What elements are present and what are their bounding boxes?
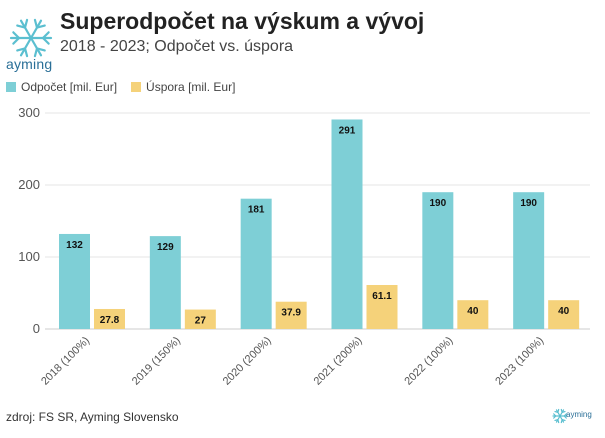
legend-swatch-odpocet — [6, 82, 16, 92]
ayming-logo-icon — [9, 18, 53, 58]
bar-odpocet — [59, 233, 90, 329]
data-label: 291 — [339, 125, 356, 136]
bar-uspora — [275, 301, 307, 329]
y-tick-label: 100 — [18, 249, 40, 264]
bar-odpocet — [149, 236, 181, 329]
data-label: 190 — [520, 198, 537, 209]
legend-label-uspora: Úspora [mil. Eur] — [146, 80, 236, 94]
legend: Odpočet [mil. Eur] Úspora [mil. Eur] — [6, 80, 249, 94]
data-label: 37.9 — [281, 308, 301, 319]
y-tick-label: 300 — [18, 105, 40, 120]
data-label: 27 — [195, 316, 207, 327]
data-label: 132 — [66, 240, 83, 251]
bar-uspora — [94, 308, 125, 329]
bar-uspora — [548, 300, 580, 329]
x-tick-label: 2020 (200%) — [221, 335, 274, 388]
data-label: 40 — [558, 306, 570, 317]
x-tick-label: 2023 (100%) — [493, 335, 546, 388]
bar-odpocet — [422, 192, 454, 329]
legend-swatch-uspora — [131, 82, 142, 92]
y-tick-label: 0 — [33, 321, 40, 336]
source-note: zdroj: FS SR, Ayming Slovensko — [6, 410, 179, 424]
data-label: 181 — [248, 205, 265, 216]
legend-item-uspora: Úspora [mil. Eur] — [131, 80, 235, 94]
bar-uspora — [457, 300, 489, 329]
chart-title: Superodpočet na výskum a vývoj — [60, 8, 425, 34]
chart-subtitle: 2018 - 2023; Odpočet vs. úspora — [60, 38, 294, 55]
footer-logo-icon — [552, 408, 568, 424]
y-tick-label: 200 — [18, 177, 40, 192]
x-tick-label: 2018 (100%) — [39, 335, 92, 388]
legend-label-odpocet: Odpočet [mil. Eur] — [21, 80, 118, 94]
bar-odpocet — [240, 198, 272, 329]
legend-item-odpocet: Odpočet [mil. Eur] — [6, 80, 117, 94]
x-tick-label: 2021 (200%) — [312, 335, 365, 388]
bar-chart: 0 100 200 300 132 27.8 129 27 181 37.9 291 61.1 190… — [18, 105, 590, 388]
data-label: 27.8 — [100, 315, 120, 326]
data-label: 61.1 — [372, 291, 392, 302]
logo-text: ayming — [6, 56, 53, 72]
data-label: 190 — [429, 198, 446, 209]
bar-odpocet — [331, 119, 363, 329]
data-label: 129 — [157, 242, 174, 253]
data-label: 40 — [467, 306, 479, 317]
bar-odpocet — [513, 192, 545, 329]
x-tick-label: 2022 (100%) — [402, 335, 455, 388]
bar-uspora — [184, 309, 216, 329]
footer-logo-text: ayming — [566, 410, 592, 419]
x-tick-label: 2019 (150%) — [130, 335, 183, 388]
bar-uspora — [366, 285, 398, 329]
